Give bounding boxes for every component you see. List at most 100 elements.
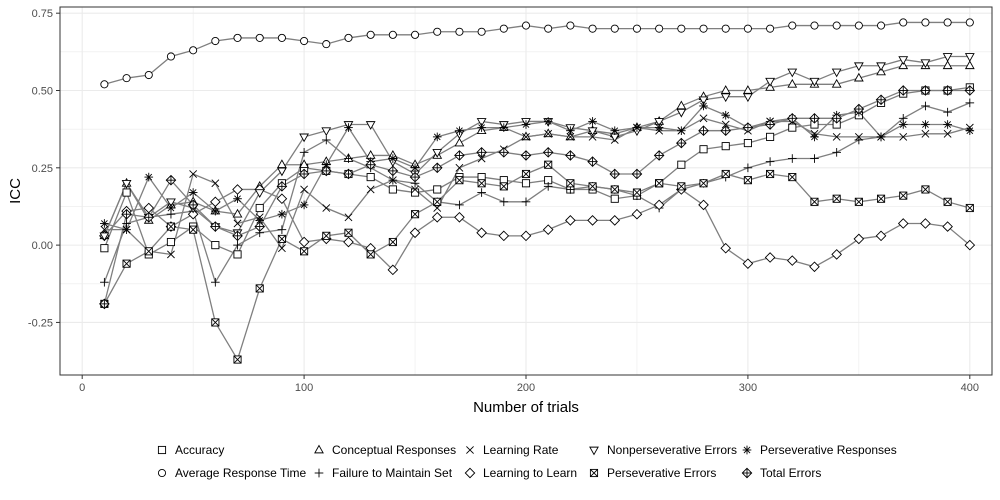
legend-item-total-errors: Total Errors (741, 466, 821, 480)
data-point-average-response-time (810, 21, 819, 30)
legend-item-conceptual-responses: Conceptual Responses (314, 443, 456, 457)
data-point-perseverative-errors (166, 222, 176, 231)
data-point-total-errors (143, 211, 155, 223)
data-point-total-errors (875, 94, 887, 106)
series-total-errors (103, 89, 970, 305)
legend-key-accuracy (157, 445, 167, 455)
data-point-average-response-time (721, 24, 730, 33)
data-point-failure-to-maintain-set (521, 197, 531, 207)
data-point-total-errors (786, 113, 798, 124)
series-line-failure-to-maintain-set (103, 102, 971, 284)
data-point-total-errors (232, 230, 243, 242)
data-point-learning-to-learn (809, 261, 820, 273)
data-point-failure-to-maintain-set (543, 182, 553, 191)
data-point-conceptual-responses (787, 78, 798, 88)
data-point-learning-rate (588, 132, 597, 141)
data-point-accuracy (366, 173, 375, 182)
data-point-accuracy (433, 185, 442, 194)
data-point-learning-to-learn (232, 184, 243, 195)
data-point-accuracy (766, 132, 775, 141)
data-point-average-response-time (876, 21, 886, 30)
data-point-total-errors (809, 113, 820, 124)
legend-key-learning-rate (466, 446, 474, 454)
data-point-conceptual-responses (942, 60, 953, 70)
data-point-average-response-time (366, 30, 375, 39)
data-point-average-response-time (743, 24, 752, 33)
data-point-perseverative-responses (299, 200, 309, 210)
data-point-conceptual-responses (232, 208, 243, 218)
y-axis-label: ICC (7, 178, 24, 204)
data-point-perseverative-errors (743, 176, 752, 185)
data-point-perseverative-errors (699, 179, 708, 188)
data-point-nonperseverative-errors (787, 68, 798, 78)
data-point-total-errors (831, 113, 842, 124)
data-point-total-errors (298, 168, 310, 180)
data-point-failure-to-maintain-set (765, 157, 775, 166)
data-point-conceptual-responses (964, 60, 975, 70)
data-point-learning-to-learn (653, 199, 665, 211)
data-point-failure-to-maintain-set (965, 98, 975, 108)
data-point-failure-to-maintain-set (100, 277, 109, 287)
data-point-perseverative-responses (455, 126, 464, 136)
data-point-learning-rate (388, 176, 397, 185)
data-point-failure-to-maintain-set (787, 154, 797, 163)
data-point-perseverative-responses (100, 219, 109, 228)
data-point-perseverative-responses (166, 203, 176, 213)
data-point-perseverative-errors (632, 188, 642, 197)
data-point-accuracy (388, 185, 397, 194)
data-point-average-response-time (166, 52, 176, 61)
series-points-average-response-time (100, 18, 974, 89)
data-point-learning-rate (322, 204, 331, 212)
legend-key-perseverative-responses (742, 445, 752, 455)
data-point-average-response-time (588, 24, 597, 33)
data-point-perseverative-responses (898, 120, 908, 129)
data-point-average-response-time (965, 18, 974, 27)
data-point-accuracy (100, 244, 109, 253)
data-point-learning-rate (832, 132, 841, 141)
data-point-nonperseverative-errors (166, 198, 176, 208)
data-point-learning-to-learn (498, 230, 510, 242)
legend-label-perseverative-errors: Perseverative Errors (607, 466, 716, 480)
legend-item-learning-rate: Learning Rate (466, 443, 559, 457)
axes: 0 100 200 300 400 -0.25 0.00 0.25 0.50 0.75 (28, 8, 979, 394)
data-point-perseverative-errors (876, 194, 886, 203)
data-point-nonperseverative-errors (853, 62, 864, 72)
data-point-learning-to-learn (609, 215, 621, 226)
data-point-average-response-time (477, 27, 486, 36)
data-point-conceptual-responses (454, 137, 465, 147)
data-point-nonperseverative-errors (299, 133, 310, 143)
legend-item-perseverative-errors: Perseverative Errors (589, 466, 716, 480)
data-point-perseverative-responses (632, 123, 642, 132)
data-point-learning-rate (921, 129, 930, 138)
data-point-learning-rate (943, 129, 952, 138)
data-point-average-response-time (899, 18, 908, 27)
data-point-accuracy (122, 188, 131, 197)
data-point-perseverative-errors (899, 191, 908, 200)
data-point-perseverative-responses (277, 209, 287, 219)
legend-key-perseverative-errors (589, 468, 599, 478)
data-point-nonperseverative-errors (365, 121, 376, 130)
data-point-perseverative-errors (366, 250, 375, 259)
data-point-perseverative-errors (388, 237, 397, 247)
data-point-accuracy (255, 203, 264, 213)
data-point-perseverative-responses (876, 132, 886, 142)
data-point-learning-rate (721, 120, 730, 129)
data-point-perseverative-responses (477, 123, 486, 132)
legend: Accuracy Conceptual Responses Learning Rat… (157, 443, 897, 480)
data-point-nonperseverative-errors (831, 68, 842, 78)
data-point-nonperseverative-errors (321, 127, 332, 137)
series-perseverative-errors (103, 163, 970, 362)
data-point-accuracy (788, 123, 797, 132)
data-point-perseverative-responses (543, 117, 553, 126)
data-point-learning-rate (854, 132, 863, 141)
data-point-learning-rate (366, 185, 375, 194)
data-point-conceptual-responses (521, 131, 531, 141)
data-point-average-response-time (544, 24, 553, 33)
data-point-average-response-time (766, 24, 775, 33)
data-point-learning-to-learn (786, 255, 798, 266)
data-point-average-response-time (233, 33, 242, 42)
data-point-perseverative-errors (277, 234, 286, 243)
data-point-perseverative-responses (410, 163, 420, 173)
data-point-average-response-time (144, 70, 153, 80)
data-point-conceptual-responses (299, 159, 310, 169)
